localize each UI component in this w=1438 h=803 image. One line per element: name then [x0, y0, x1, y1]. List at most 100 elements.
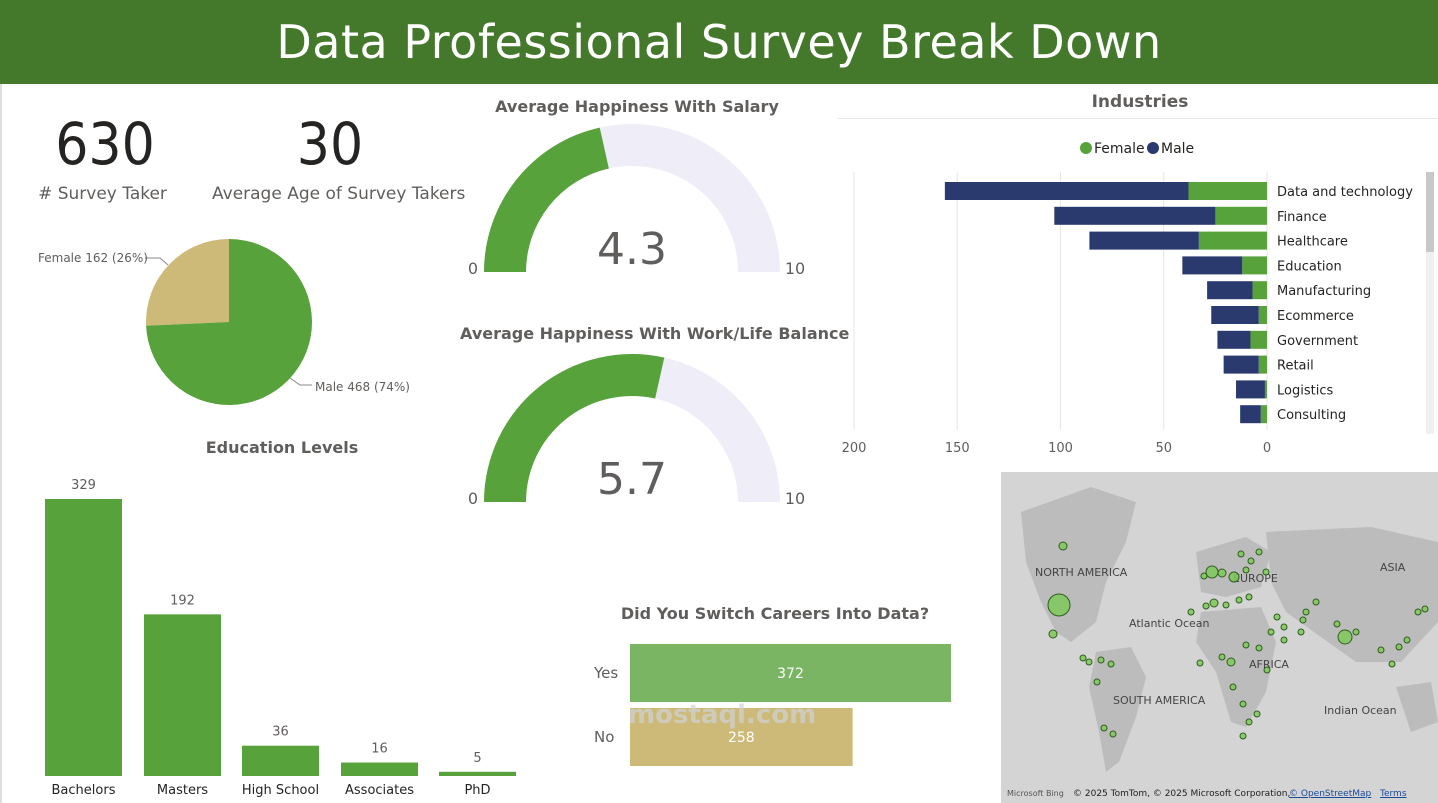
- map-bubble[interactable]: [1337, 629, 1353, 645]
- industries-scroll-thumb[interactable]: [1426, 172, 1434, 252]
- career-switch-bar-no[interactable]: [630, 708, 853, 766]
- map-bubble[interactable]: [1247, 557, 1255, 565]
- industries-bar-male[interactable]: [1211, 306, 1259, 324]
- map-bubble[interactable]: [1109, 730, 1117, 738]
- pie-slice-female[interactable]: [146, 239, 229, 326]
- map-bubble[interactable]: [1421, 605, 1429, 613]
- map-bubble[interactable]: [1196, 659, 1204, 667]
- map-bubble[interactable]: [1218, 653, 1226, 661]
- education-bar[interactable]: [45, 499, 122, 776]
- map-bubble[interactable]: [1239, 732, 1247, 740]
- pie-slice-male[interactable]: [146, 239, 312, 405]
- world-map[interactable]: NORTH AMERICA EUROPE ASIA Atlantic Ocean AFR…: [1001, 472, 1438, 803]
- average-age-value: 30: [296, 110, 364, 178]
- map-bubble[interactable]: [1228, 571, 1240, 583]
- map-bubble[interactable]: [1388, 660, 1396, 668]
- industries-bar-female[interactable]: [1198, 231, 1267, 250]
- map-bubble[interactable]: [1200, 572, 1208, 580]
- education-bar[interactable]: [341, 762, 418, 776]
- map-bubble[interactable]: [1048, 629, 1058, 639]
- survey-takers-label: # Survey Taker: [38, 184, 167, 204]
- industries-bar-female[interactable]: [1215, 206, 1267, 225]
- terms-link[interactable]: Terms: [1380, 789, 1407, 799]
- career-switch-title: Did You Switch Careers Into Data?: [620, 604, 930, 623]
- map-bubble[interactable]: [1262, 568, 1270, 576]
- map-bubble[interactable]: [1333, 620, 1341, 628]
- map-bubble[interactable]: [1267, 628, 1275, 636]
- map-bubble[interactable]: [1255, 644, 1263, 652]
- industries-scrollbar[interactable]: [1426, 172, 1434, 434]
- map-label: EUROPE: [1233, 572, 1278, 585]
- gender-pie-chart: Female 162 (26%) Male 468 (74%): [38, 239, 410, 405]
- map-bubble[interactable]: [1097, 656, 1105, 664]
- map-bubble[interactable]: [1297, 628, 1305, 636]
- map-bubble[interactable]: [1047, 593, 1071, 617]
- industries-bar-male[interactable]: [944, 182, 1189, 200]
- industries-title-divider: [838, 118, 1438, 119]
- map-bubble[interactable]: [1255, 548, 1263, 556]
- map-bubble[interactable]: [1352, 628, 1360, 636]
- map-bubble[interactable]: [1302, 608, 1310, 616]
- map-bubble[interactable]: [1239, 700, 1247, 708]
- map-bubble[interactable]: [1187, 608, 1195, 616]
- industries-bar-female[interactable]: [1264, 380, 1267, 399]
- industries-bar-male[interactable]: [1089, 231, 1199, 250]
- map-bubble[interactable]: [1100, 724, 1108, 732]
- map-bubble[interactable]: [1085, 658, 1093, 666]
- industries-bar-female[interactable]: [1250, 330, 1267, 349]
- industries-bar-male[interactable]: [1054, 206, 1216, 225]
- map-bubble[interactable]: [1222, 601, 1230, 609]
- industries-bar-male[interactable]: [1182, 256, 1243, 275]
- map-bubble[interactable]: [1107, 660, 1115, 668]
- industries-title: Industries: [1091, 92, 1189, 112]
- map-bubble[interactable]: [1229, 683, 1237, 691]
- industries-bar-male[interactable]: [1207, 281, 1253, 300]
- map-bubble[interactable]: [1414, 608, 1422, 616]
- map-bubble[interactable]: [1253, 710, 1261, 718]
- industries-bar-female[interactable]: [1258, 306, 1267, 324]
- map-bubble[interactable]: [1217, 568, 1227, 578]
- industries-bar-male[interactable]: [1236, 380, 1265, 399]
- map-bubble[interactable]: [1205, 565, 1219, 579]
- map-bubble[interactable]: [1242, 641, 1250, 649]
- map-bubble[interactable]: [1377, 646, 1385, 654]
- map-bubble[interactable]: [1299, 616, 1307, 624]
- map-bubble[interactable]: [1263, 666, 1271, 674]
- map-bubble[interactable]: [1058, 541, 1068, 551]
- map-bubble[interactable]: [1202, 602, 1210, 610]
- industries-bar-male[interactable]: [1240, 405, 1261, 424]
- map-bubble[interactable]: [1273, 613, 1281, 621]
- map-bubble[interactable]: [1280, 636, 1288, 644]
- industries-bar-female[interactable]: [1258, 355, 1267, 374]
- industries-category-label: Retail: [1277, 359, 1314, 374]
- industries-bar-male[interactable]: [1217, 330, 1251, 349]
- map-region-labels: NORTH AMERICA EUROPE ASIA Atlantic Ocean AFR…: [1035, 561, 1406, 717]
- industries-bar-female[interactable]: [1252, 281, 1267, 300]
- map-bubble[interactable]: [1237, 550, 1245, 558]
- industries-category-label: Data and technology: [1277, 185, 1413, 200]
- map-bubble[interactable]: [1403, 636, 1411, 644]
- map-bubble[interactable]: [1209, 598, 1219, 608]
- map-bubble[interactable]: [1235, 596, 1243, 604]
- map-bubble[interactable]: [1226, 657, 1236, 667]
- gauge-value-label: 4.3: [597, 224, 667, 275]
- industries-bar-male[interactable]: [1223, 355, 1259, 374]
- map-bubble[interactable]: [1395, 643, 1403, 651]
- map-bubble[interactable]: [1280, 623, 1288, 631]
- osm-link[interactable]: © OpenStreetMap: [1289, 789, 1372, 799]
- map-bubble[interactable]: [1245, 718, 1253, 726]
- education-bar[interactable]: [144, 614, 221, 776]
- industries-bar-female[interactable]: [1188, 182, 1267, 200]
- education-bar[interactable]: [439, 771, 516, 776]
- industries-bar-female[interactable]: [1242, 256, 1267, 275]
- south-america-land: [1089, 647, 1146, 772]
- education-value-label: 36: [272, 725, 289, 740]
- industries-bar-female[interactable]: [1260, 405, 1267, 424]
- career-switch-bar-yes[interactable]: [630, 644, 951, 702]
- map-bubble[interactable]: [1242, 566, 1250, 574]
- map-bubble[interactable]: [1079, 654, 1087, 662]
- education-bar[interactable]: [242, 745, 319, 776]
- map-bubble[interactable]: [1093, 678, 1101, 686]
- map-bubble[interactable]: [1245, 593, 1253, 601]
- map-bubble[interactable]: [1312, 598, 1320, 606]
